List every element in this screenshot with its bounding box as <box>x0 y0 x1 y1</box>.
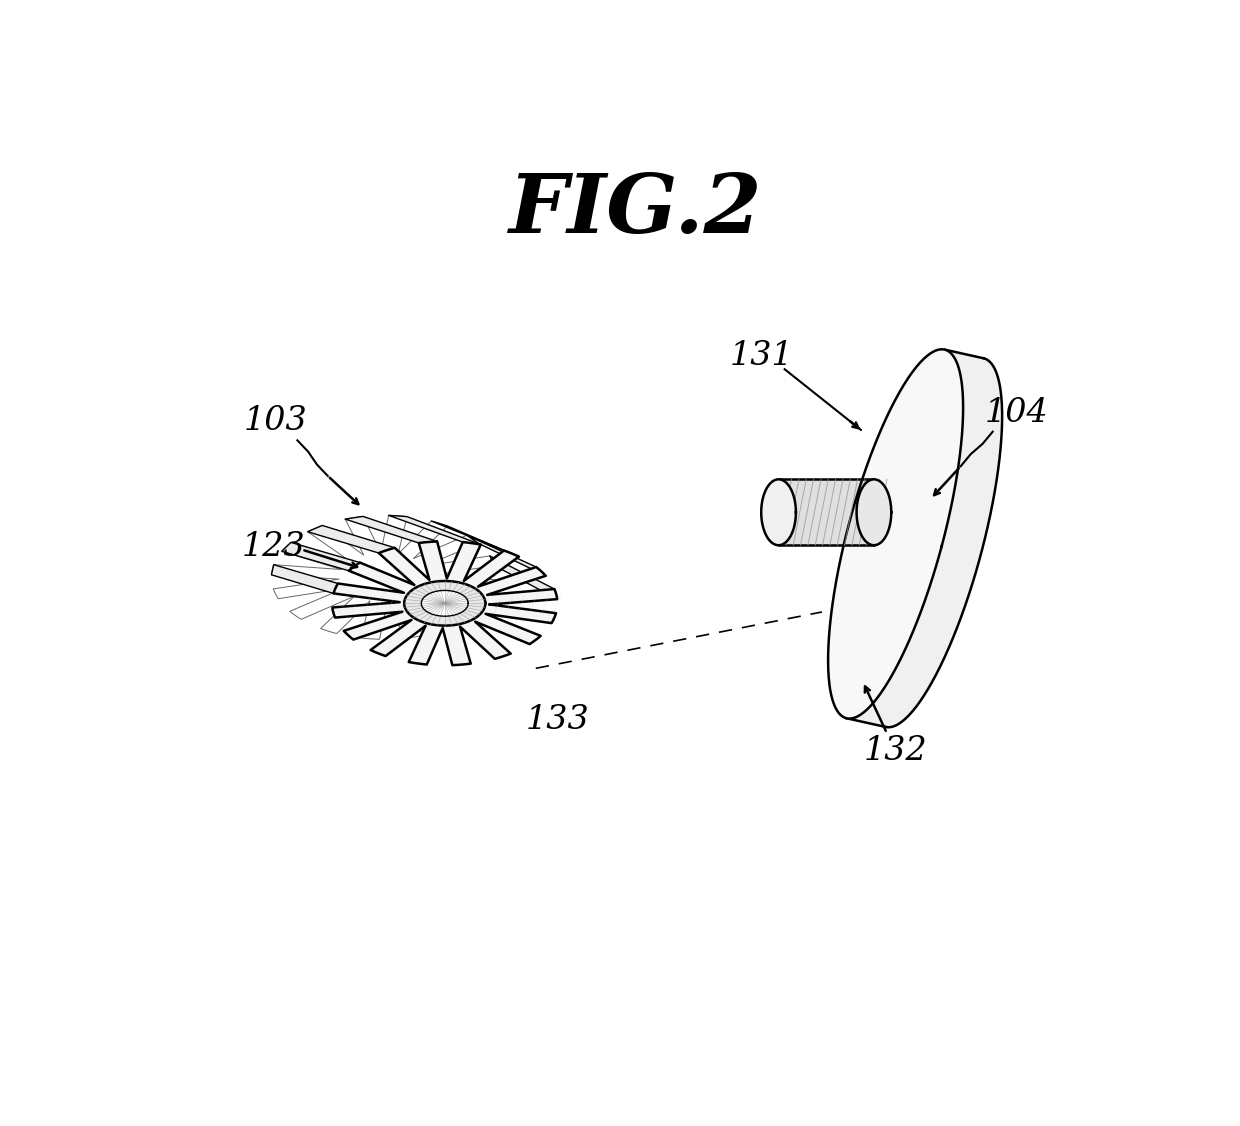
Polygon shape <box>857 480 892 545</box>
Text: 103: 103 <box>244 405 308 437</box>
Polygon shape <box>779 480 874 545</box>
Polygon shape <box>422 590 469 616</box>
Text: 133: 133 <box>526 705 589 736</box>
Polygon shape <box>404 581 485 626</box>
Polygon shape <box>761 480 796 545</box>
Polygon shape <box>828 349 963 718</box>
Text: 132: 132 <box>864 734 928 767</box>
Polygon shape <box>332 542 557 665</box>
Polygon shape <box>467 535 546 575</box>
Polygon shape <box>490 556 557 599</box>
Polygon shape <box>272 564 339 593</box>
Polygon shape <box>345 517 438 543</box>
Text: 104: 104 <box>985 396 1049 429</box>
Text: FIG.2: FIG.2 <box>508 170 763 250</box>
Polygon shape <box>388 516 481 545</box>
Text: 123: 123 <box>242 531 305 563</box>
Polygon shape <box>432 521 518 556</box>
Polygon shape <box>308 526 394 553</box>
Text: 131: 131 <box>729 340 794 373</box>
Polygon shape <box>846 350 1002 727</box>
Polygon shape <box>281 543 360 571</box>
